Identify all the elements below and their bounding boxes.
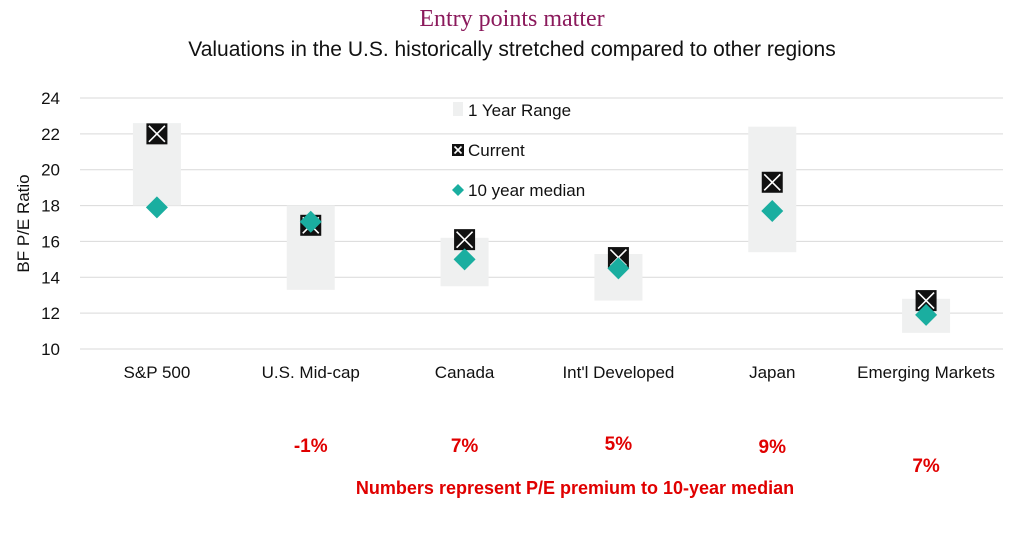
median-marker — [145, 196, 168, 219]
chart-subtitle: Valuations in the U.S. historically stre… — [188, 38, 836, 61]
median-marker — [607, 257, 630, 280]
chart-title: Entry points matter — [419, 6, 605, 32]
x-tick-label: S&P 500 — [124, 363, 191, 382]
y-axis-label: BF P/E Ratio — [14, 174, 33, 272]
y-tick-label: 10 — [41, 340, 60, 359]
premium-label: -1% — [293, 436, 328, 457]
y-tick-label: 14 — [41, 268, 60, 287]
median-marker — [915, 303, 938, 326]
x-tick-label: Canada — [435, 363, 495, 382]
legend-range-swatch — [453, 102, 463, 116]
legend-current-label: Current — [468, 141, 525, 160]
current-marker — [915, 290, 937, 312]
y-tick-label: 18 — [41, 197, 60, 216]
y-tick-label: 12 — [41, 304, 60, 323]
y-tick-label: 24 — [41, 89, 60, 108]
premium-label: 9% — [758, 437, 786, 458]
premium-label: 7% — [912, 456, 940, 477]
premium-label: 5% — [604, 434, 633, 455]
legend-median-swatch — [452, 184, 464, 196]
x-tick-label: Emerging Markets — [857, 363, 995, 382]
y-tick-label: 22 — [41, 125, 60, 144]
current-marker — [454, 229, 476, 251]
x-tick-label: Int'l Developed — [562, 363, 674, 382]
x-tick-label: U.S. Mid-cap — [262, 363, 360, 382]
current-marker — [146, 123, 168, 145]
legend-current-swatch — [452, 144, 464, 156]
x-tick-label: Japan — [749, 363, 795, 382]
y-tick-label: 16 — [41, 232, 60, 251]
median-marker — [761, 199, 784, 222]
y-tick-label: 20 — [41, 161, 60, 180]
legend-range-label: 1 Year Range — [468, 101, 571, 120]
current-marker — [761, 171, 783, 193]
median-marker — [453, 248, 476, 271]
footnote: Numbers represent P/E premium to 10-year… — [355, 478, 795, 498]
legend-median-label: 10 year median — [468, 181, 585, 200]
median-marker — [299, 210, 322, 233]
premium-label: 7% — [450, 436, 479, 457]
